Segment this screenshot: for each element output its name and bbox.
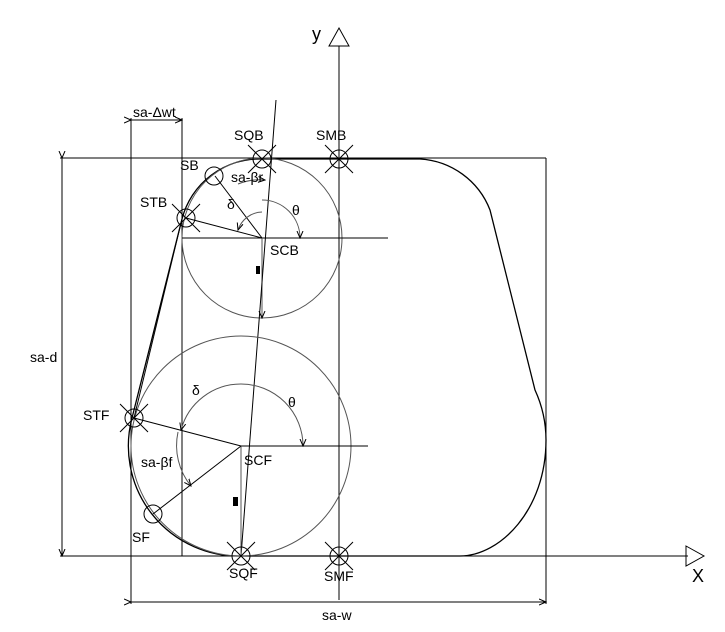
scb-marker: [256, 266, 260, 274]
point-smf-group: SMF: [324, 541, 354, 584]
dimension-depth: sa-d: [30, 158, 62, 556]
point-sf-group: SF: [132, 504, 163, 545]
delta-wt-label: sa-Δwt: [133, 104, 176, 120]
sf-marker: [143, 504, 163, 524]
smf-label: SMF: [324, 568, 354, 584]
point-smb-group: SMB: [316, 127, 354, 174]
theta-top-label: θ: [292, 202, 300, 218]
x-axis-arrowhead: [685, 545, 706, 567]
beta-f-arc: [176, 431, 191, 486]
beta-r-label: sa-βr: [231, 169, 264, 185]
stf-to-stb: [133, 218, 183, 419]
back-circle-group: SCB θ δ sa-βr: [181, 99, 388, 557]
theta-arc-bottom: [240, 383, 303, 446]
sf-label: SF: [132, 529, 150, 545]
delta-top-label: δ: [227, 196, 235, 212]
scf-to-stf: [133, 417, 242, 447]
smf-marker: [329, 546, 349, 566]
point-sqb-group: SQB: [234, 127, 277, 174]
scf-to-sf: [152, 445, 242, 515]
scb-to-stb: [185, 217, 263, 239]
front-circle-group: SCF θ δ sa-βf: [130, 218, 368, 557]
scb-label: SCB: [270, 242, 299, 258]
scf-marker: [233, 497, 238, 506]
sqb-label: SQB: [234, 127, 264, 143]
theta-arc-top: [261, 199, 300, 238]
beta-r-arc: [237, 180, 265, 185]
stb-label: STB: [140, 194, 167, 210]
delta-bottom-label: δ: [192, 382, 200, 398]
sqb-marker: [252, 149, 272, 169]
y-axis-label: y: [312, 24, 321, 44]
back-axis-line: [240, 99, 277, 557]
scb-to-sb: [214, 175, 263, 239]
stb-marker: [176, 208, 196, 228]
sb-label: SB: [180, 157, 199, 173]
stf-marker: [124, 408, 144, 428]
smb-marker: [329, 149, 349, 169]
sb-marker: [204, 166, 224, 186]
width-label: sa-w: [322, 607, 352, 623]
theta-bottom-label: θ: [288, 394, 296, 410]
dimension-delta-wt: sa-Δwt: [131, 104, 182, 120]
point-stb-group: STB: [140, 194, 201, 233]
point-sqf-group: SQF: [226, 541, 258, 581]
point-sb-group: SB: [180, 157, 224, 186]
scf-label: SCF: [244, 452, 272, 468]
seat-outline: [127, 158, 547, 557]
dimension-width: sa-w: [131, 602, 546, 623]
stf-label: STF: [83, 407, 109, 423]
smb-label: SMB: [316, 127, 346, 143]
point-stf-group: STF: [83, 403, 149, 433]
x-axis-label: X: [692, 566, 704, 586]
y-axis-arrowhead: [328, 26, 350, 47]
sqf-label: SQF: [229, 565, 258, 581]
bounding-box: [60, 118, 547, 604]
sqf-marker: [231, 546, 251, 566]
depth-label: sa-d: [30, 349, 57, 365]
beta-f-label: sa-βf: [141, 454, 173, 470]
delta-arc-top: [238, 211, 263, 230]
delta-arc-bottom: [181, 383, 242, 430]
